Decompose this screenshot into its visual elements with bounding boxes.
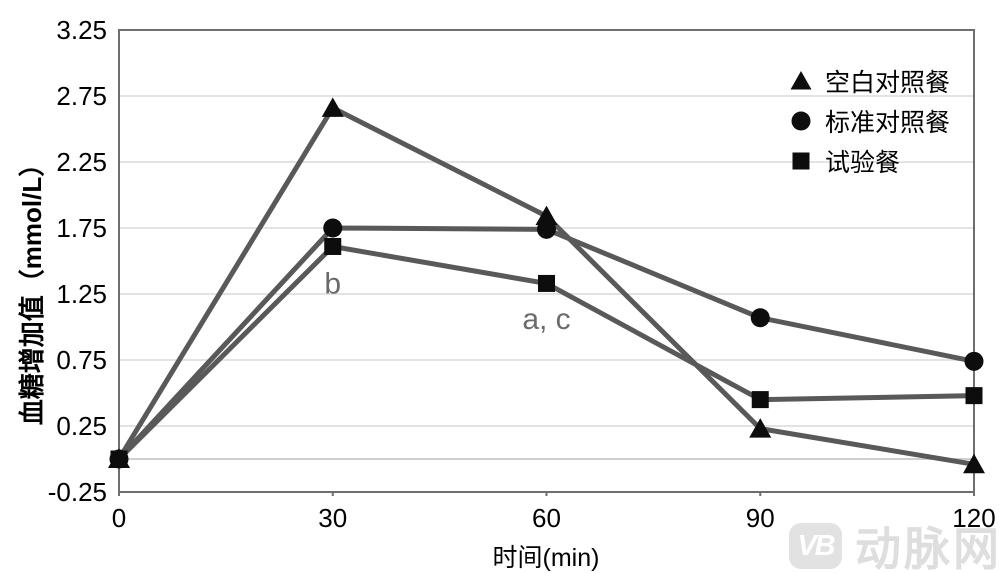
data-point-circle: [750, 308, 770, 328]
y-tick-label: 2.75: [56, 81, 107, 111]
y-tick-label: 1.25: [56, 279, 107, 309]
data-point-circle: [964, 351, 984, 371]
legend-item: 空白对照餐: [788, 61, 950, 101]
y-tick-label: 1.75: [56, 213, 107, 243]
x-tick-label: 30: [318, 503, 347, 533]
data-point-square: [324, 237, 342, 255]
legend-label: 试验餐: [825, 149, 901, 177]
legend-label: 空白对照餐: [825, 69, 951, 97]
y-axis-title: 血糖增加值（mmol/L）: [17, 150, 47, 426]
data-point-circle: [537, 219, 556, 239]
square-icon: [792, 152, 810, 170]
x-tick-label: 120: [952, 503, 995, 533]
y-tick-label: 0.75: [56, 345, 107, 375]
x-tick-label: 60: [532, 503, 561, 533]
watermark: VB 动脉网: [789, 513, 1000, 573]
legend-item: 标准对照餐: [788, 101, 950, 141]
data-point-square: [538, 274, 555, 292]
watermark-text: 动脉网: [855, 523, 1000, 573]
annotation-label: b: [324, 267, 341, 300]
x-axis-title: 时间(min): [492, 544, 600, 572]
circle-icon: [791, 111, 811, 131]
data-point-square: [110, 450, 128, 468]
data-point-circle: [323, 218, 343, 238]
data-point-square: [751, 391, 769, 409]
annotation-label: a, c: [522, 303, 570, 336]
triangle-icon: [790, 71, 812, 90]
data-point-triangle: [535, 205, 558, 226]
data-point-triangle: [749, 418, 772, 438]
y-tick-label: -0.25: [48, 477, 107, 507]
y-tick-label: 0.25: [56, 411, 107, 441]
x-tick-label: 90: [746, 503, 775, 533]
legend-label: 标准对照餐: [825, 109, 951, 137]
legend: 空白对照餐标准对照餐试验餐: [788, 61, 950, 181]
legend-item: 试验餐: [788, 141, 950, 181]
data-point-square: [965, 387, 983, 405]
data-point-triangle: [321, 97, 344, 117]
data-point-triangle: [963, 453, 985, 474]
series-line-circle: [116, 225, 977, 462]
x-tick-label: 0: [112, 503, 126, 533]
watermark-logo-icon: VB: [789, 523, 842, 569]
y-tick-label: 3.25: [56, 15, 107, 45]
y-tick-label: 2.25: [56, 147, 107, 177]
